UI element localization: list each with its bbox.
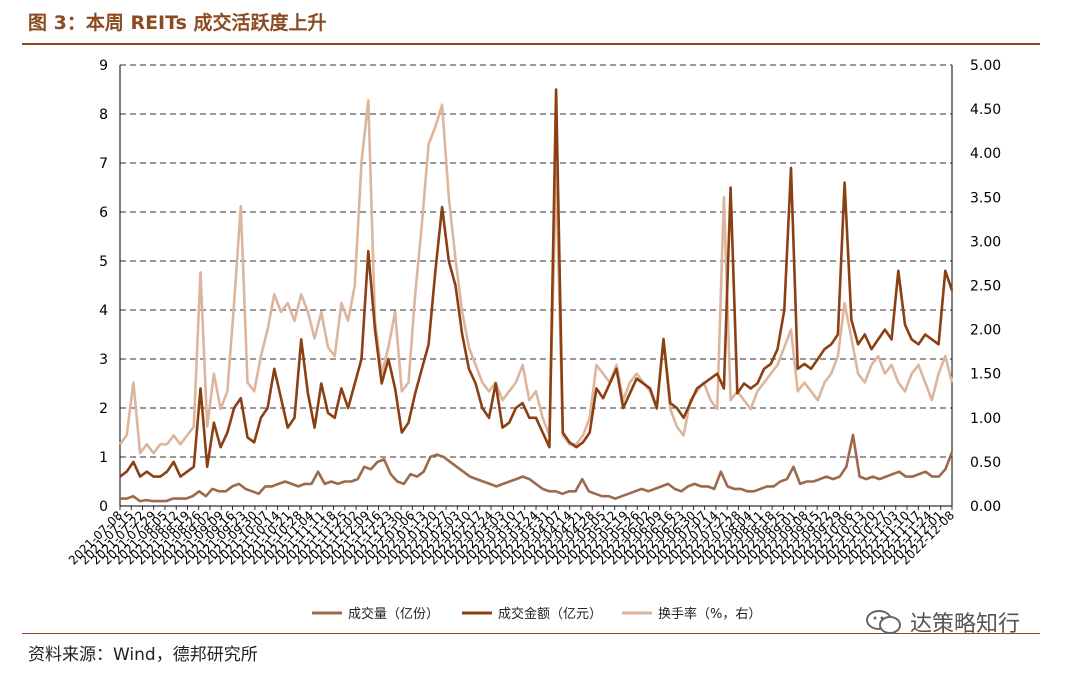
right-tick-label: 5.00 <box>970 58 1001 74</box>
left-tick-label: 7 <box>99 156 108 172</box>
series-layer <box>118 88 954 503</box>
right-tick-label: 0.50 <box>970 455 1001 471</box>
legend: 成交量（亿份） 成交金额（亿元） 换手率（%，右） <box>312 606 761 622</box>
right-tick-label: 3.50 <box>970 190 1001 206</box>
right-tick-label: 3.00 <box>970 234 1001 250</box>
left-tick-label: 8 <box>99 107 108 123</box>
wechat-icon <box>866 610 901 634</box>
left-tick-label: 4 <box>99 303 108 319</box>
left-tick-label: 0 <box>99 499 108 515</box>
left-tick-label: 5 <box>99 254 108 270</box>
series-line-0 <box>120 433 954 503</box>
left-tick-label: 6 <box>99 205 108 221</box>
right-tick-label: 1.50 <box>970 367 1001 383</box>
right-tick-label: 2.50 <box>970 279 1001 295</box>
source-divider <box>22 633 1040 634</box>
right-tick-label: 1.00 <box>970 411 1001 427</box>
title-divider <box>22 43 1040 45</box>
right-tick-label: 4.50 <box>970 102 1001 118</box>
left-tick-label: 3 <box>99 352 108 368</box>
right-tick-label: 0.00 <box>970 499 1001 515</box>
legend-label: 换手率（%，右） <box>658 606 761 622</box>
watermark-text: 达策略知行 <box>910 612 1021 637</box>
series-line-1 <box>119 88 954 478</box>
left-tick-label: 1 <box>99 450 108 466</box>
legend-label: 成交量（亿份） <box>348 606 439 622</box>
source-note: 资料来源：Wind，德邦研究所 <box>28 645 258 665</box>
watermark: 达策略知行 <box>864 606 1020 638</box>
right-tick-label: 4.00 <box>970 146 1001 162</box>
axis-layer: 0 1 2 3 4 5 6 7 8 9 0.00 0.50 1.00 1.50 2.00 2.50 3.00 3.… <box>66 58 1001 567</box>
right-tick-label: 2.00 <box>970 323 1001 339</box>
series-line-2 <box>118 99 954 455</box>
left-tick-label: 9 <box>99 58 108 74</box>
figure-title: 图 3：本周 REITs 成交活跃度上升 <box>28 12 327 34</box>
grid-layer <box>120 64 952 458</box>
legend-label: 成交金额（亿元） <box>498 606 602 622</box>
left-tick-label: 2 <box>99 401 108 417</box>
